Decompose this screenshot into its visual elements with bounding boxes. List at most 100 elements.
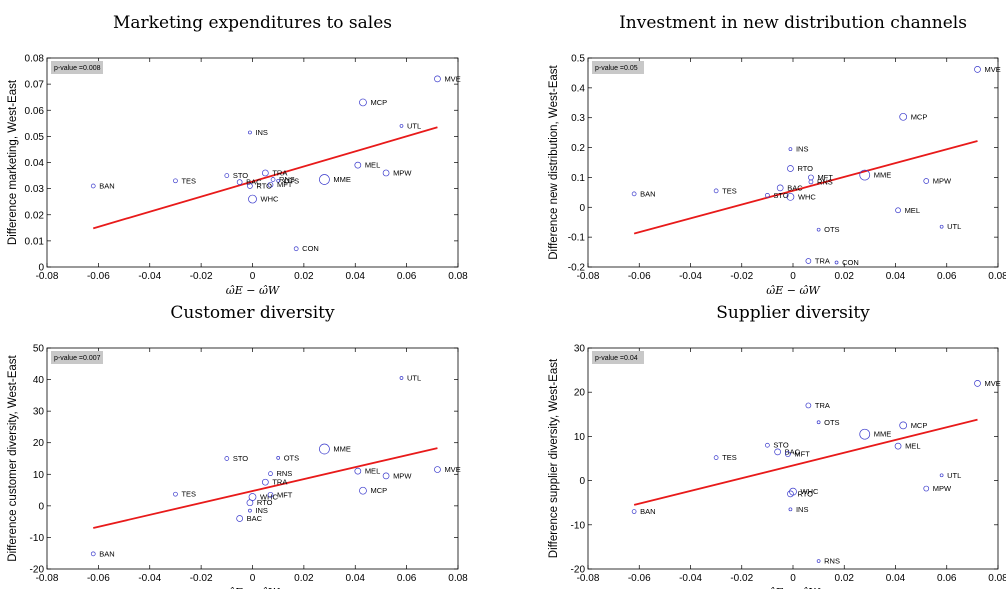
- data-point: [270, 177, 276, 182]
- y-tick-label: 10: [574, 432, 586, 443]
- panel-3: Customer diversity -0.08 -0.06 -0.04 -0.02 0 0…: [7, 303, 468, 589]
- point-label: CON: [842, 258, 859, 267]
- x-tick-label: -0.02: [190, 573, 213, 584]
- data-point: [319, 174, 330, 185]
- y-tick-label: 0.02: [25, 210, 45, 221]
- y-tick-label: -20: [571, 565, 586, 576]
- x-tick-label: 0.08: [988, 271, 1006, 282]
- data-point: [399, 376, 404, 380]
- point-label: BAC: [785, 447, 801, 456]
- point-label: MFT: [277, 490, 293, 499]
- data-point: [923, 485, 930, 492]
- data-point: [895, 207, 901, 214]
- chart-title: Marketing expenditures to sales: [113, 13, 392, 33]
- point-label: WHC: [798, 192, 816, 201]
- x-tick-label: 0.06: [937, 573, 957, 584]
- y-axis-label: Difference customer diversity, West-East: [7, 354, 19, 561]
- regression-line: [633, 140, 978, 235]
- panel-4: Supplier diversity -0.08 -0.06 -0.04 -0.02 0 0…: [548, 303, 1006, 589]
- x-tick-label: 0.04: [886, 573, 906, 584]
- point-label: BAC: [247, 514, 263, 523]
- data-point: [319, 443, 330, 455]
- y-tick-label: 30: [33, 407, 45, 418]
- point-label: TES: [181, 490, 196, 499]
- point-label: BAC: [787, 183, 803, 192]
- data-point: [939, 473, 944, 478]
- y-tick-label: 0.1: [571, 173, 585, 184]
- point-label: BAC: [246, 178, 262, 187]
- data-point: [293, 246, 299, 252]
- data-point: [787, 165, 794, 172]
- x-tick-label: 0.02: [835, 271, 855, 282]
- data-point: [173, 178, 178, 184]
- point-label: TES: [181, 176, 196, 185]
- regression-line: [633, 418, 978, 506]
- point-label: CON: [302, 244, 319, 253]
- y-tick-label: 0.08: [25, 54, 45, 65]
- panel-2: Investment in new distribution channels -…: [548, 13, 1006, 297]
- point-label: MVE: [985, 65, 1001, 74]
- y-tick-label: 30: [574, 344, 586, 355]
- data-point: [631, 191, 637, 197]
- point-label: INS: [255, 128, 268, 137]
- data-point: [713, 455, 719, 460]
- y-tick-label: 20: [574, 388, 586, 399]
- data-point: [816, 227, 821, 232]
- y-tick-label: 0.04: [25, 158, 45, 169]
- point-label: UTL: [947, 222, 961, 231]
- x-tick-label: 0.08: [448, 573, 468, 584]
- data-point: [788, 507, 793, 512]
- data-point: [382, 472, 390, 480]
- plot-frame: [587, 57, 999, 268]
- point-label: MEL: [365, 467, 380, 476]
- point-label: MPW: [933, 484, 952, 493]
- y-axis-label: Difference new distribution, West-East: [548, 64, 560, 259]
- point-label: MME: [874, 430, 892, 439]
- x-axis-label: ω̂E − ω̂W: [226, 586, 281, 589]
- data-point: [90, 551, 96, 557]
- data-point: [774, 448, 781, 456]
- data-point: [765, 192, 770, 198]
- data-point: [859, 428, 871, 440]
- data-point: [787, 490, 794, 498]
- point-label: MVE: [985, 379, 1001, 388]
- point-label: MME: [333, 175, 351, 184]
- data-point: [224, 173, 230, 178]
- data-point: [899, 112, 908, 121]
- plot-frame: [587, 347, 999, 570]
- data-point: [939, 224, 944, 229]
- point-label: TES: [722, 186, 737, 195]
- y-tick-label: 20: [33, 438, 45, 449]
- panel-1: Marketing expenditures to sales -0.08 -0.0…: [7, 13, 468, 297]
- point-label: MCP: [370, 486, 387, 495]
- y-tick-label: 0.4: [571, 83, 585, 94]
- data-point: [816, 420, 821, 425]
- point-label: OTS: [824, 225, 839, 234]
- y-axis-label: Difference supplier diversity, West-East: [548, 358, 560, 558]
- data-point: [224, 456, 230, 461]
- data-point: [359, 98, 367, 107]
- y-tick-label: 0.05: [25, 132, 45, 143]
- point-label: OTS: [824, 418, 839, 427]
- point-label: MCP: [911, 112, 928, 121]
- pvalue-box: [51, 351, 103, 364]
- point-label: RNS: [276, 469, 292, 478]
- point-label: MCP: [370, 98, 387, 107]
- data-point: [974, 380, 981, 387]
- point-label: INS: [255, 506, 268, 515]
- point-label: TRA: [272, 478, 287, 487]
- data-point: [776, 184, 784, 192]
- data-point: [894, 442, 902, 450]
- y-tick-label: 50: [33, 344, 45, 355]
- pvalue-annotation: p-value =0.05: [595, 65, 638, 72]
- point-label: RNS: [817, 177, 833, 186]
- regression-line: [93, 447, 438, 529]
- point-label: INS: [796, 505, 809, 514]
- y-tick-label: 0: [579, 476, 585, 487]
- point-label: MVE: [444, 74, 460, 83]
- data-point: [276, 178, 281, 183]
- y-tick-label: 0: [38, 501, 44, 512]
- point-label: MVE: [444, 465, 460, 474]
- y-tick-label: 10: [33, 470, 45, 481]
